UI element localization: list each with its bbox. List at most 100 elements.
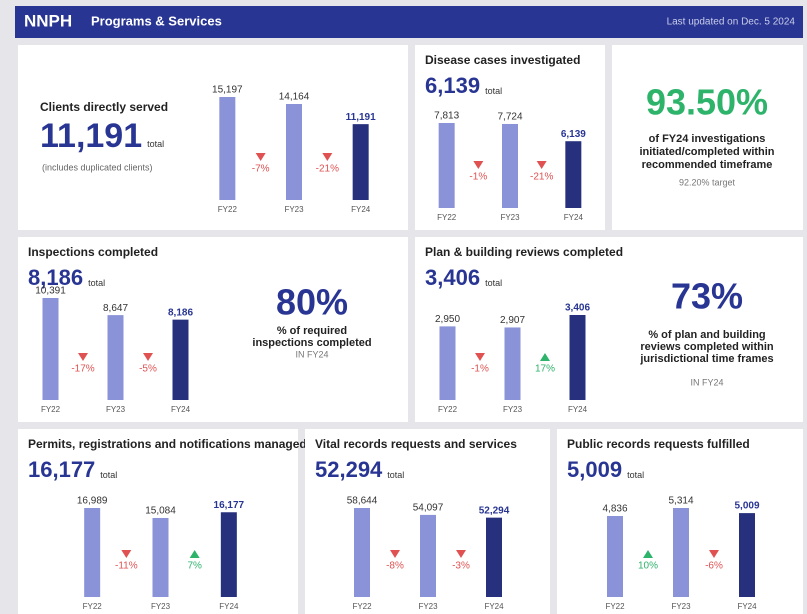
category-label: FY24	[171, 405, 191, 414]
change-arrow	[456, 550, 466, 558]
logo: NNPH	[24, 11, 72, 30]
value-label: 11,191	[346, 112, 376, 123]
stat-description: recommended timeframe	[642, 159, 773, 171]
bar	[502, 123, 518, 208]
change-label: -1%	[469, 172, 487, 183]
card-total: 52,294	[315, 457, 383, 482]
value-label: 7,813	[434, 111, 459, 122]
card-title: Permits, registrations and notifications…	[28, 437, 307, 451]
card-note: (includes duplicated clients)	[42, 162, 153, 172]
total-unit: total	[147, 139, 164, 149]
bar	[172, 319, 189, 400]
change-arrow	[390, 550, 400, 558]
card-total: 5,009	[567, 457, 622, 482]
value-label: 14,164	[279, 92, 310, 103]
bar	[354, 508, 370, 597]
change-arrow	[475, 353, 485, 361]
stat-description: of FY24 investigations	[649, 133, 766, 145]
stat-description: % of plan and building	[648, 329, 765, 341]
value-label: 5,314	[668, 496, 693, 507]
bar	[569, 315, 586, 400]
bar	[84, 508, 101, 597]
value-label: 4,836	[602, 504, 627, 515]
category-label: FY24	[484, 602, 504, 611]
value-label: 54,097	[413, 503, 444, 514]
category-label: FY22	[438, 405, 458, 414]
change-arrow	[540, 353, 550, 361]
total-unit: total	[387, 470, 404, 480]
category-label: FY24	[564, 213, 584, 222]
category-label: FY23	[284, 205, 304, 214]
category-label: FY24	[351, 205, 371, 214]
total-unit: total	[88, 278, 105, 288]
value-label: 2,907	[500, 315, 525, 326]
change-arrow	[121, 550, 132, 558]
bar	[420, 514, 436, 597]
bar	[107, 315, 124, 400]
category-label: FY22	[83, 602, 103, 611]
change-arrow	[143, 353, 153, 361]
bar	[152, 517, 169, 597]
category-label: FY23	[151, 602, 171, 611]
total-unit: total	[485, 278, 502, 288]
value-label: 6,139	[561, 129, 586, 140]
change-label: 17%	[535, 364, 555, 375]
stat-description: reviews completed within	[640, 341, 774, 353]
value-label: 7,724	[497, 112, 522, 123]
bar	[673, 508, 689, 597]
category-label: FY23	[418, 602, 438, 611]
category-label: FY22	[437, 213, 457, 222]
bar	[486, 517, 502, 597]
card-title: Public records requests fulfilled	[567, 437, 750, 451]
header-title: Programs & Services	[91, 13, 222, 28]
stat-value: 80%	[276, 282, 348, 323]
stat-footnote: IN FY24	[690, 377, 723, 387]
category-label: FY23	[671, 602, 691, 611]
total-unit: total	[100, 470, 117, 480]
bar	[219, 97, 236, 200]
card	[612, 45, 803, 230]
bar	[565, 141, 582, 208]
bar	[286, 104, 302, 200]
change-label: -3%	[452, 561, 470, 572]
value-label: 52,294	[479, 505, 510, 516]
stat-description: % of required	[277, 325, 347, 337]
category-label: FY24	[219, 602, 239, 611]
category-label: FY22	[352, 602, 372, 611]
change-label: 7%	[187, 561, 202, 572]
stat-description: inspections completed	[252, 337, 371, 349]
bar	[220, 512, 237, 597]
stat-description: jurisdictional time frames	[639, 353, 773, 365]
change-arrow	[709, 550, 719, 558]
change-arrow	[78, 353, 88, 361]
change-label: -6%	[705, 561, 723, 572]
header-bar	[15, 6, 803, 38]
stat-footnote: 92.20% target	[679, 177, 736, 187]
category-label: FY22	[41, 405, 61, 414]
change-label: -8%	[386, 561, 404, 572]
total-unit: total	[485, 86, 502, 96]
card-title: Disease cases investigated	[425, 53, 580, 67]
stat-description: initiated/completed within	[639, 146, 774, 158]
value-label: 15,197	[212, 85, 243, 96]
card-total: 11,191	[40, 117, 142, 155]
value-label: 15,084	[145, 506, 176, 517]
value-label: 58,644	[347, 496, 378, 507]
card-total: 3,406	[425, 265, 480, 290]
category-label: FY23	[106, 405, 126, 414]
change-arrow	[473, 161, 484, 169]
card-total: 16,177	[28, 457, 95, 482]
value-label: 8,186	[168, 307, 193, 318]
value-label: 16,177	[214, 500, 245, 511]
value-label: 16,989	[77, 496, 108, 507]
bar	[439, 326, 456, 400]
card	[18, 237, 408, 422]
category-label: FY24	[737, 602, 757, 611]
card-title: Vital records requests and services	[315, 437, 517, 451]
category-label: FY23	[503, 405, 523, 414]
bar	[438, 123, 455, 208]
card-title: Inspections completed	[28, 245, 158, 259]
change-arrow	[643, 550, 653, 558]
change-label: -21%	[316, 164, 339, 175]
